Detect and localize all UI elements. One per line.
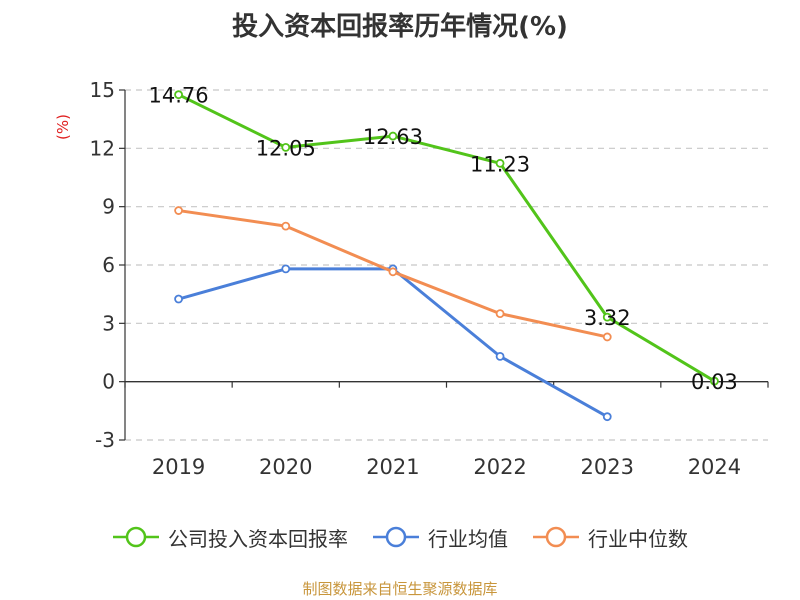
y-tick-label: 6 <box>102 253 115 277</box>
y-tick-label: 3 <box>102 311 115 335</box>
y-tick-label: 12 <box>90 136 115 160</box>
data-point <box>602 412 612 422</box>
y-tick-label: 9 <box>102 195 115 219</box>
data-point <box>174 294 183 304</box>
y-axis-unit-label: (%) <box>54 114 72 140</box>
x-tick-label: 2021 <box>366 455 419 479</box>
legend-label: 行业中位数 <box>588 526 688 551</box>
series-line-0 <box>177 93 716 383</box>
legend-item[interactable]: 行业均值 <box>372 523 508 552</box>
legend-item[interactable]: 行业中位数 <box>532 523 688 552</box>
series-layer <box>174 90 719 422</box>
data-label: 11.23 <box>470 152 530 176</box>
legend-circle <box>385 526 407 548</box>
chart-title: 投入资本回报率历年情况(%) <box>232 12 568 42</box>
data-point <box>174 206 183 215</box>
x-tick-label: 2020 <box>259 455 312 479</box>
legend-marker-icon <box>533 526 579 548</box>
legend-marker-icon <box>373 526 419 548</box>
data-point <box>602 332 612 342</box>
data-label: 3.32 <box>584 306 631 330</box>
legend-item[interactable]: 公司投入资本回报率 <box>112 523 348 552</box>
legend-label: 行业均值 <box>428 526 508 551</box>
data-point <box>388 267 398 277</box>
data-point <box>495 158 505 168</box>
x-tick-label: 2024 <box>688 455 741 479</box>
data-label: 12.63 <box>363 125 423 149</box>
data-point <box>281 264 291 274</box>
data-source: 制图数据来自恒生聚源数据库 <box>302 580 498 598</box>
legend-label: 公司投入资本回报率 <box>168 526 348 551</box>
y-tick-label: -3 <box>95 428 115 452</box>
data-label: 14.76 <box>149 84 209 108</box>
legend-marker-icon <box>113 526 159 548</box>
data-point <box>281 221 291 231</box>
legend: 公司投入资本回报率 行业均值 行业中位数 <box>0 520 800 554</box>
data-point <box>602 312 612 322</box>
legend-circle <box>125 526 147 548</box>
x-tick-label: 2022 <box>473 455 526 479</box>
data-point <box>388 131 398 141</box>
data-point <box>495 309 505 319</box>
data-point <box>495 351 505 361</box>
data-label: 12.05 <box>256 136 316 160</box>
data-label: 0.03 <box>691 370 738 394</box>
data-point <box>174 90 183 100</box>
y-tick-label: 0 <box>102 370 115 394</box>
data-point <box>710 376 719 386</box>
y-tick-label: 15 <box>90 78 115 102</box>
x-tick-label: 2019 <box>152 455 205 479</box>
series-line-1 <box>178 267 608 418</box>
x-tick-label: 2023 <box>581 455 634 479</box>
legend-circle <box>545 526 567 548</box>
data-point <box>281 142 291 152</box>
axis-layer: 15 12 9 6 3 0 -3 (%) 2019 2020 2021 2022 2023 2024 <box>54 78 769 479</box>
label-layer: 14.76 12.05 12.63 11.23 3.32 0.03 <box>149 84 738 394</box>
